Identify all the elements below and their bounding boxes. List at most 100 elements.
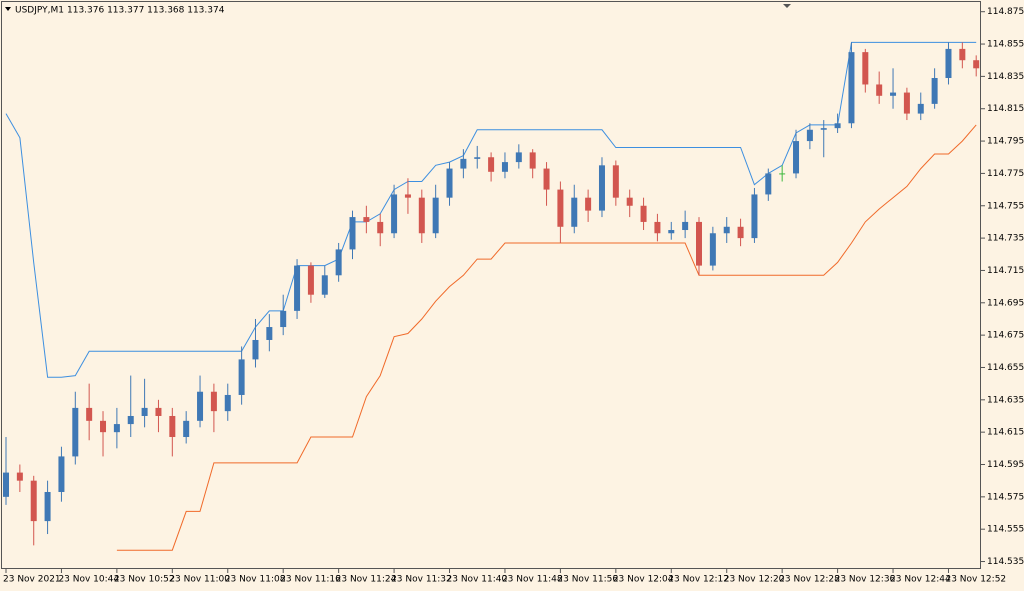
candle-body (848, 52, 855, 124)
candle-body (959, 48, 966, 61)
x-tick-label: 23 Nov 12:36 (835, 575, 896, 585)
y-tick-label: 114.575 (987, 492, 1024, 502)
candle-body (945, 48, 952, 79)
candle-body (363, 217, 370, 222)
candle-body (529, 152, 536, 169)
chart-subtitle: 113.376 113.377 113.368 113.374 (67, 6, 225, 16)
x-tick-label: 23 Nov 11:56 (557, 575, 618, 585)
candle-body (183, 420, 190, 438)
candle-body (903, 92, 910, 114)
candle-body (696, 221, 702, 266)
candle-body (640, 205, 647, 222)
x-tick-label: 23 Nov 12:20 (724, 575, 785, 585)
candle-body (335, 249, 342, 276)
candle-body (515, 152, 522, 163)
candle-body (169, 415, 176, 438)
y-tick-label: 114.675 (987, 331, 1024, 341)
candle-body (44, 491, 51, 522)
candle-body (252, 339, 259, 360)
chart-title: USDJPY,M1 (15, 6, 64, 16)
candle-body (890, 92, 897, 96)
candle-body (307, 265, 314, 295)
y-tick-label: 114.635 (987, 395, 1024, 405)
candle-body (488, 157, 495, 172)
y-tick-label: 114.655 (987, 363, 1024, 373)
candle-body (793, 141, 800, 174)
candle-body (86, 407, 93, 421)
candle-body (321, 275, 328, 295)
candle-body (557, 189, 564, 227)
candle-body (349, 217, 356, 250)
x-tick-label: 23 Nov 10:44 (58, 575, 119, 585)
candle-body (58, 456, 65, 492)
x-tick-label: 23 Nov 11:32 (391, 575, 452, 585)
candle-body (210, 391, 217, 412)
menu-arrow[interactable] (5, 7, 11, 11)
candle-body (751, 194, 758, 239)
y-tick-label: 114.835 (987, 72, 1024, 82)
candle-body (626, 197, 633, 206)
candle-body (973, 60, 980, 69)
indicator-line (116, 124, 977, 551)
x-tick-label: 23 Nov 11:40 (447, 575, 508, 585)
candle-body (224, 394, 231, 412)
candle-body (765, 173, 772, 195)
y-tick-label: 114.755 (987, 201, 1024, 211)
x-tick-label: 23 Nov 2021 (3, 575, 61, 585)
candle-body (737, 226, 744, 239)
y-tick-label: 114.795 (987, 137, 1024, 147)
candle-body (30, 480, 37, 522)
candle-body (16, 472, 23, 481)
y-tick-label: 114.855 (987, 40, 1024, 50)
x-tick-label: 23 Nov 10:52 (114, 575, 175, 585)
y-tick-label: 114.695 (987, 298, 1024, 308)
candle-body (931, 78, 938, 104)
x-tick-label: 23 Nov 11:16 (280, 575, 341, 585)
candle-body (612, 165, 619, 198)
candle-body (72, 407, 79, 457)
candle-body (876, 84, 883, 96)
x-tick-label: 23 Nov 12:44 (890, 575, 951, 585)
candle-body (418, 197, 425, 234)
candle-body (460, 158, 467, 169)
y-tick-label: 114.555 (987, 525, 1024, 535)
candle-body (446, 168, 453, 198)
y-tick-label: 114.735 (987, 234, 1024, 244)
candle-body (266, 327, 273, 340)
x-tick-label: 23 Nov 12:04 (613, 575, 674, 585)
candle-body (141, 407, 148, 416)
candle-body (820, 128, 827, 130)
x-tick-label: 23 Nov 11:24 (336, 575, 397, 585)
candle-body (834, 123, 841, 129)
candle-body (917, 103, 924, 114)
candle-body (404, 194, 411, 198)
y-tick-label: 114.815 (987, 104, 1024, 114)
x-tick-label: 23 Nov 11:00 (169, 575, 230, 585)
candle-body (806, 129, 813, 142)
candle-body (862, 52, 869, 85)
candle-body (779, 173, 786, 175)
candle-body (155, 407, 162, 416)
candle-body (585, 197, 592, 211)
x-tick-label: 23 Nov 12:12 (668, 575, 729, 585)
candle-body (127, 415, 134, 425)
candle-body (571, 197, 578, 227)
x-tick-label: 23 Nov 12:28 (779, 575, 840, 585)
candle-body (723, 226, 730, 234)
candle-body (113, 424, 120, 433)
candle-body (432, 197, 439, 234)
plot-frame (1, 1, 981, 569)
candle-body (280, 310, 287, 328)
x-tick-label: 23 Nov 12:52 (945, 575, 1006, 585)
candle-body (391, 194, 398, 234)
candle-body (501, 162, 508, 172)
shift-marker (783, 4, 791, 8)
candle-body (294, 265, 301, 311)
x-tick-label: 23 Nov 11:48 (502, 575, 563, 585)
candle-body (709, 233, 716, 266)
y-tick-label: 114.875 (987, 7, 1024, 17)
candle-body (654, 221, 661, 234)
